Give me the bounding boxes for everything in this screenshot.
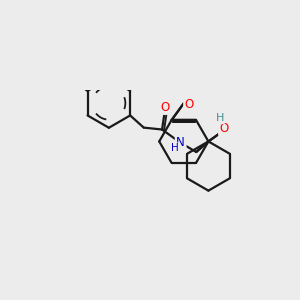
Text: O: O xyxy=(116,62,126,75)
Text: methoxy: methoxy xyxy=(70,66,76,67)
Text: H: H xyxy=(171,143,179,154)
Text: H: H xyxy=(215,113,224,123)
Text: N: N xyxy=(176,136,185,149)
Text: methoxy2: methoxy2 xyxy=(97,52,149,61)
Text: methoxy: methoxy xyxy=(62,62,68,64)
Text: methoxy: methoxy xyxy=(69,64,76,65)
Text: methoxy: methoxy xyxy=(41,64,86,74)
Text: H: H xyxy=(171,145,179,155)
Text: N: N xyxy=(177,139,185,152)
Text: O: O xyxy=(219,122,229,135)
Text: O: O xyxy=(160,101,170,114)
Text: methoxy: methoxy xyxy=(3,55,124,83)
Text: O: O xyxy=(184,98,194,111)
Text: O: O xyxy=(69,74,78,88)
Text: methoxy2: methoxy2 xyxy=(54,43,193,70)
Text: O: O xyxy=(69,74,78,88)
Text: O: O xyxy=(68,74,77,87)
Text: O: O xyxy=(116,62,126,75)
